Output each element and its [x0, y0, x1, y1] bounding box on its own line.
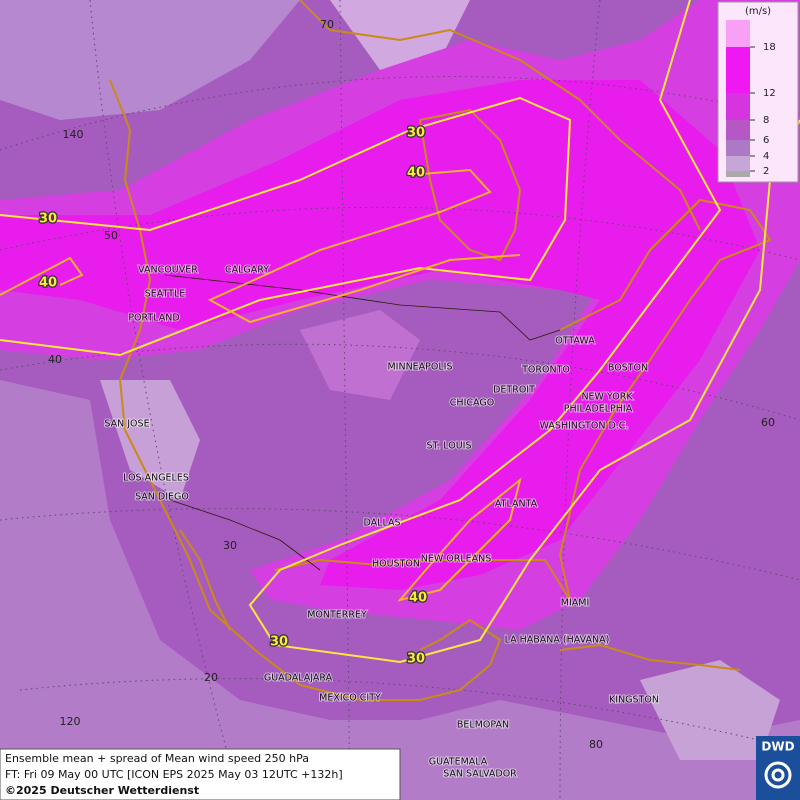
grid-label: 30 — [223, 539, 237, 552]
contour-label: 30 — [39, 212, 57, 227]
legend-tick-label: 4 — [763, 151, 769, 162]
legend-swatch — [726, 93, 750, 120]
grid-label: 20 — [204, 671, 218, 684]
legend-tick-label: 12 — [763, 88, 776, 99]
contour-label: 30 — [270, 635, 288, 650]
grid-label: 50 — [104, 229, 118, 242]
city-label: BOSTON — [608, 363, 648, 374]
field-weak — [100, 380, 200, 500]
logo-text: DWD — [761, 740, 794, 754]
border — [164, 274, 561, 341]
graticule — [19, 678, 800, 751]
coastline — [274, 199, 771, 601]
coastline — [179, 529, 231, 631]
coastline — [419, 109, 521, 261]
legend-tick-label: 2 — [763, 166, 769, 177]
contour-40 — [0, 256, 84, 296]
field-jet-core — [0, 80, 760, 590]
city-label: OTTAWA — [555, 336, 595, 347]
graticule — [0, 76, 800, 151]
city-label: WASHINGTON D.C. — [540, 421, 629, 432]
city-label: TORONTO — [521, 365, 570, 376]
city-label: SAN JOSE — [104, 419, 149, 430]
contour-label: 40 — [39, 276, 57, 291]
legend-tick-label: 18 — [763, 42, 776, 53]
city-label: PORTLAND — [128, 313, 179, 324]
city-label: CALGARY — [225, 265, 269, 276]
contour-label: 30 — [407, 652, 425, 667]
city-label: VANCOUVER — [138, 265, 198, 276]
graticule — [0, 508, 800, 581]
grid-label: 140 — [63, 128, 84, 141]
footer-forecast: FT: Fri 09 May 00 UTC [ICON EPS 2025 May… — [5, 768, 343, 781]
city-label: MIAMI — [561, 598, 590, 609]
city-label: SAN SALVADOR — [443, 769, 517, 780]
city-label: SEATTLE — [145, 289, 186, 300]
city-labels: VANCOUVER CALGARY SEATTLE PORTLAND MINNEAPOL… — [103, 264, 660, 781]
grid-label: 120 — [60, 715, 81, 728]
legend-swatch — [726, 156, 750, 171]
border — [169, 499, 321, 571]
logo-icon — [771, 768, 785, 782]
footer-box — [0, 748, 401, 800]
field-weak — [0, 0, 300, 120]
city-label: ST. LOUIS — [427, 441, 472, 452]
legend-tick-label: 8 — [763, 115, 769, 126]
footer-title: Ensemble mean + spread of Mean wind spee… — [5, 752, 309, 765]
field-weak — [300, 310, 420, 400]
contour-40 — [397, 477, 522, 602]
legend-tick-label: 6 — [763, 135, 769, 146]
city-label: NEW ORLEANS — [421, 554, 492, 565]
city-label: MINNEAPOLIS — [387, 362, 452, 373]
contour-label: 30 — [407, 126, 425, 141]
logo-box — [756, 736, 800, 800]
contour-label: 40 — [407, 166, 425, 181]
contour-label: 40 — [409, 591, 427, 606]
contour-30 — [248, 0, 800, 664]
city-label: DALLAS — [364, 518, 401, 529]
field-weak — [640, 660, 780, 760]
legend: (m/s) 2 4 6 8 12 18 — [717, 1, 799, 183]
city-label: HOUSTON — [372, 559, 420, 570]
legend-unit: (m/s) — [745, 6, 771, 17]
city-label: PHILADELPHIA — [564, 404, 633, 415]
contour-40 — [207, 168, 521, 324]
legend-swatch — [726, 120, 750, 140]
city-label: LA HABANA (HAVANA) — [505, 635, 610, 646]
graticule — [89, 0, 241, 800]
grid-label: 40 — [48, 353, 62, 366]
graticule — [339, 0, 351, 800]
logo-icon — [764, 761, 792, 789]
city-label: BELMOPAN — [457, 720, 509, 731]
footer-copyright: ©2025 Deutscher Wetterdienst — [5, 784, 199, 797]
city-label: NEW YORK — [581, 392, 633, 403]
field-weak — [0, 380, 800, 800]
city-label: GUADALAJARA — [264, 673, 333, 684]
city-label: LOS ANGELES — [123, 473, 189, 484]
city-label: KINGSTON — [609, 695, 659, 706]
city-label: CHICAGO — [450, 398, 494, 409]
grid-label: 70 — [320, 18, 334, 31]
grid-label: 60 — [761, 416, 775, 429]
city-label: DETROIT — [493, 385, 535, 396]
city-label: MEXICO CITY — [319, 693, 381, 704]
legend-swatch — [726, 140, 750, 156]
city-label: GUATEMALA — [429, 757, 488, 768]
coastline — [109, 79, 501, 701]
grid-label: 80 — [589, 738, 603, 751]
city-label: MONTERREY — [307, 610, 367, 621]
legend-swatch — [726, 20, 750, 47]
coastline — [299, 0, 701, 231]
city-label: ATLANTA — [495, 499, 538, 510]
city-label: SAN DIEGO — [135, 492, 189, 503]
legend-swatch — [726, 171, 750, 177]
contour-30 — [0, 96, 572, 357]
legend-swatch — [726, 47, 750, 93]
coastline — [559, 644, 741, 671]
